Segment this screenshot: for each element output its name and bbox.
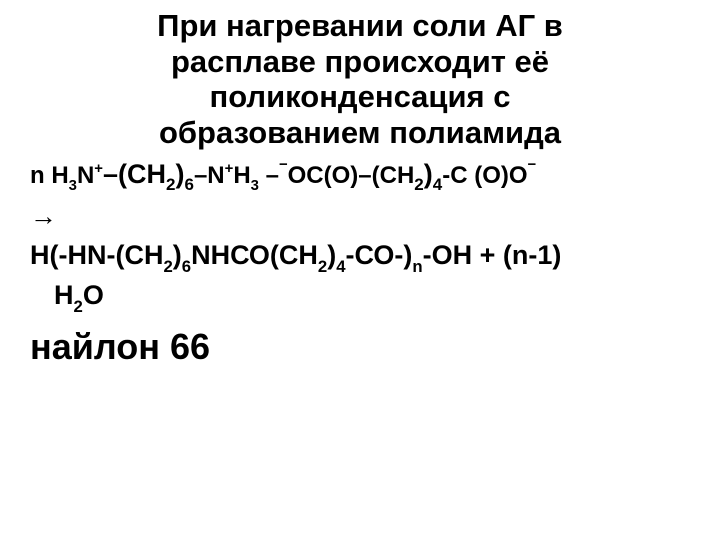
eq-sub: 6 xyxy=(184,175,193,194)
eq-t: -C (O)O xyxy=(442,162,527,189)
equation-arrow-line: → xyxy=(30,199,690,234)
eq-sub: 4 xyxy=(336,257,345,276)
equation-line-2: H(-HN-(CH2)6NНСО(СН2)4-СО-)n-OH + (n-1) xyxy=(30,238,690,276)
eq-sup: + xyxy=(94,161,103,177)
equation-line-2b: H2O xyxy=(30,278,690,316)
eq-t: H(-HN-(CH xyxy=(30,240,163,270)
eq-t: H xyxy=(54,280,74,310)
eq-sub: 2 xyxy=(74,297,83,316)
eq-supminus: − xyxy=(279,157,288,173)
eq-sub: 2 xyxy=(163,257,172,276)
eq-t: –(СН xyxy=(103,159,166,189)
eq-t: ) xyxy=(173,240,182,270)
eq-sub: 2 xyxy=(414,175,423,194)
eq-sub: 3 xyxy=(251,178,259,194)
eq-sub: 2 xyxy=(318,257,327,276)
eq-t: –N xyxy=(194,162,225,189)
eq-sub: 3 xyxy=(69,178,77,194)
eq-t: – xyxy=(259,162,279,189)
eq-sup: + xyxy=(225,161,234,177)
eq-sub: 6 xyxy=(182,257,191,276)
title-line-1: При нагревании соли АГ в xyxy=(157,8,563,43)
eq-sub: 4 xyxy=(433,175,442,194)
eq-t: N xyxy=(77,162,94,189)
arrow-icon: → xyxy=(30,201,57,231)
product-name: найлон 66 xyxy=(30,324,690,371)
product-text: найлон 66 xyxy=(30,326,210,367)
eq-t: ) xyxy=(327,240,336,270)
title-line-4: образованием полиамида xyxy=(159,115,561,150)
eq-t: OC(O)–(СН xyxy=(288,162,415,189)
eq-t: -СО-) xyxy=(346,240,413,270)
eq-t: NНСО(СН xyxy=(191,240,318,270)
slide-body: При нагревании соли АГ в расплаве происх… xyxy=(0,0,720,540)
equation-line-1: n H3N+–(СН2)6–N+H3 –−OC(O)–(СН2)4-C (O)O… xyxy=(30,157,690,195)
eq-t: H xyxy=(233,162,250,189)
eq-sub: 2 xyxy=(166,175,175,194)
eq-supminus: − xyxy=(528,157,537,173)
title-line-3: поликонденсация с xyxy=(210,79,511,114)
eq-t: O xyxy=(83,280,104,310)
eq-t: -OH + (n-1) xyxy=(423,240,562,270)
eq-t: n H xyxy=(30,162,69,189)
title-line-2: расплаве происходит её xyxy=(171,44,549,79)
eq-sub: n xyxy=(412,257,422,276)
eq-t: ) xyxy=(424,159,433,189)
slide-title: При нагревании соли АГ в расплаве происх… xyxy=(30,8,690,151)
